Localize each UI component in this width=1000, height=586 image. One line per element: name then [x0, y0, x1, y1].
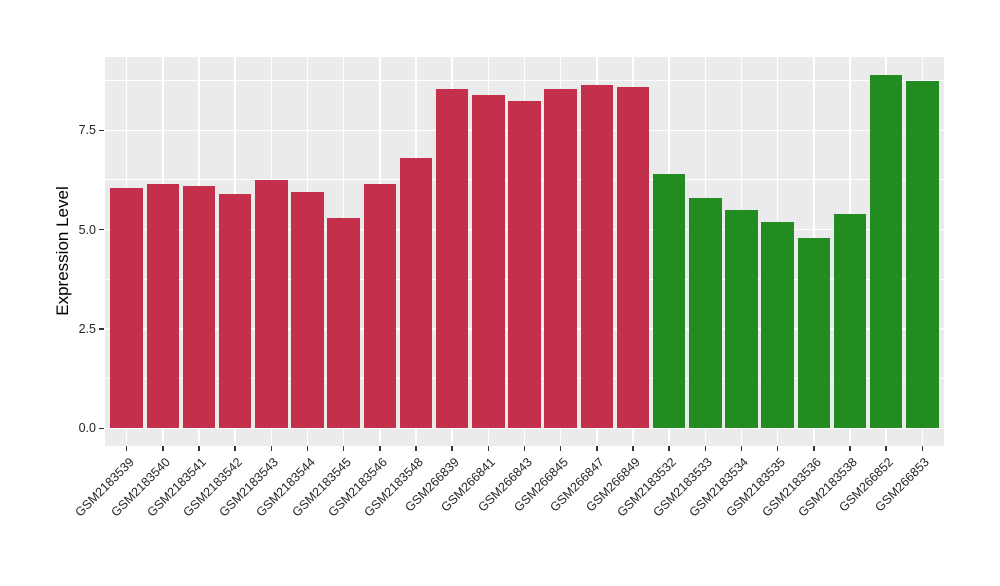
bar — [725, 209, 758, 429]
bar — [110, 187, 143, 429]
x-tick-mark — [813, 446, 815, 451]
x-tick-mark — [451, 446, 453, 451]
y-tick-mark — [99, 427, 104, 430]
bar — [544, 88, 577, 429]
y-tick-label: 5.0 — [78, 222, 96, 237]
y-tick-label: 7.5 — [78, 123, 96, 138]
x-tick-mark — [342, 446, 345, 451]
bar — [580, 84, 614, 429]
y-tick-label: 2.5 — [78, 321, 96, 336]
bar — [255, 179, 288, 429]
bar — [761, 221, 794, 429]
plot-panel — [105, 57, 944, 446]
y-axis-title: Expression Level — [53, 186, 72, 316]
x-tick-mark — [198, 446, 200, 451]
y-tick-mark — [99, 129, 104, 132]
x-tick-mark — [776, 446, 779, 451]
x-tick-mark — [415, 446, 417, 451]
x-tick-mark — [523, 446, 526, 451]
x-tick-mark — [849, 446, 851, 451]
x-tick-mark — [559, 446, 562, 451]
bar — [833, 213, 867, 429]
bar — [182, 185, 216, 429]
bar — [797, 237, 831, 429]
x-tick-mark — [885, 446, 887, 451]
x-tick-mark — [596, 446, 598, 451]
x-tick-mark — [668, 446, 670, 451]
y-tick-label: 0.0 — [78, 421, 96, 436]
bar — [399, 158, 433, 429]
x-tick-mark — [234, 446, 236, 451]
bar — [652, 174, 686, 429]
x-tick-mark — [162, 446, 164, 451]
bar — [472, 94, 505, 429]
x-tick-mark — [306, 446, 309, 451]
x-tick-mark — [632, 446, 634, 451]
bar — [435, 88, 469, 429]
bar — [146, 183, 180, 429]
x-tick-mark — [270, 446, 273, 451]
bar — [689, 197, 722, 429]
bar — [869, 74, 903, 429]
bar — [327, 217, 360, 429]
x-tick-mark — [487, 446, 490, 451]
y-tick-mark — [99, 228, 104, 231]
x-tick-mark — [704, 446, 707, 451]
bar — [616, 86, 650, 429]
bar — [906, 80, 939, 429]
x-tick-mark — [379, 446, 381, 451]
bar — [291, 191, 324, 429]
x-tick-mark — [740, 446, 743, 451]
x-tick-mark — [921, 446, 924, 451]
y-tick-mark — [99, 328, 104, 330]
bar — [508, 100, 541, 429]
x-tick-mark — [125, 446, 128, 451]
bar — [218, 193, 252, 429]
bar — [363, 183, 397, 429]
